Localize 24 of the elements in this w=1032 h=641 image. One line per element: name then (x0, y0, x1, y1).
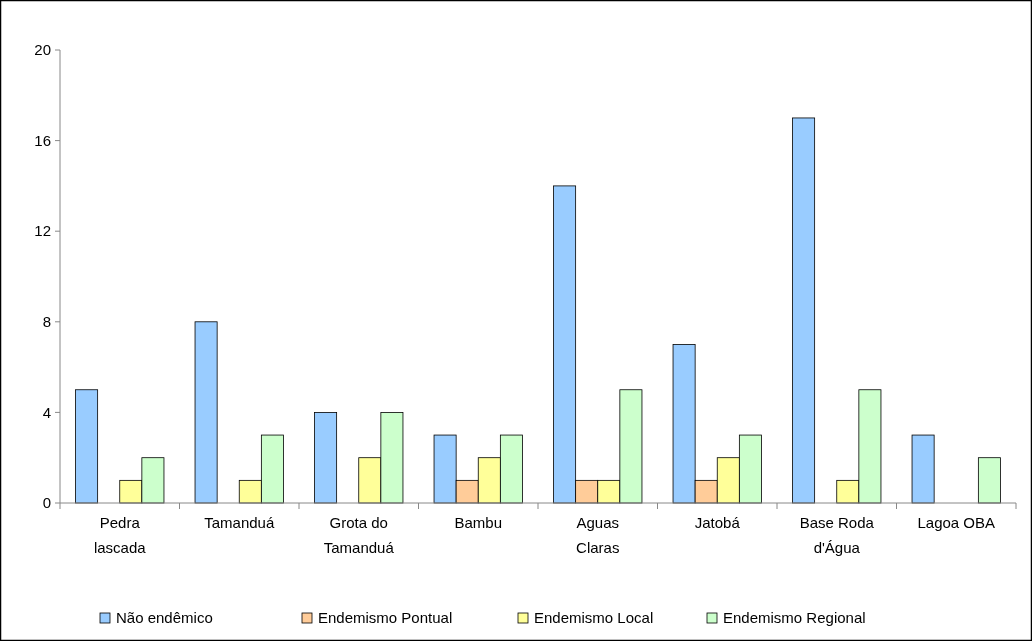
y-tick-label: 8 (42, 313, 51, 331)
y-tick-label: 20 (34, 41, 51, 59)
legend-label: Endemismo Local (534, 609, 654, 626)
bar (792, 117, 816, 504)
bar (911, 434, 935, 504)
x-tick-label: Lagoa OBA (917, 514, 996, 531)
x-tick-label: Base Roda d'Água (799, 514, 875, 556)
y-tick-label: 12 (34, 222, 51, 240)
x-tick-label: Pedra lascada (93, 514, 147, 556)
legend-label: Endemismo Regional (723, 609, 866, 626)
legend-label: Não endêmico (116, 609, 213, 626)
bar (75, 389, 99, 504)
x-tick-label: Grota do Tamanduá (323, 514, 395, 556)
y-tick-label: 0 (42, 494, 51, 512)
y-tick-label: 4 (42, 403, 51, 421)
x-tick-label: Aguas Claras (576, 514, 620, 556)
y-tick-label: 16 (34, 131, 51, 149)
bar (977, 457, 1001, 504)
bar (314, 412, 338, 504)
bar (194, 321, 218, 504)
x-tick-label: Jatobá (694, 514, 741, 531)
legend-label: Endemismo Pontual (318, 609, 453, 626)
x-tick-label: Bambu (454, 514, 503, 531)
x-tick-label: Tamanduá (204, 514, 275, 531)
